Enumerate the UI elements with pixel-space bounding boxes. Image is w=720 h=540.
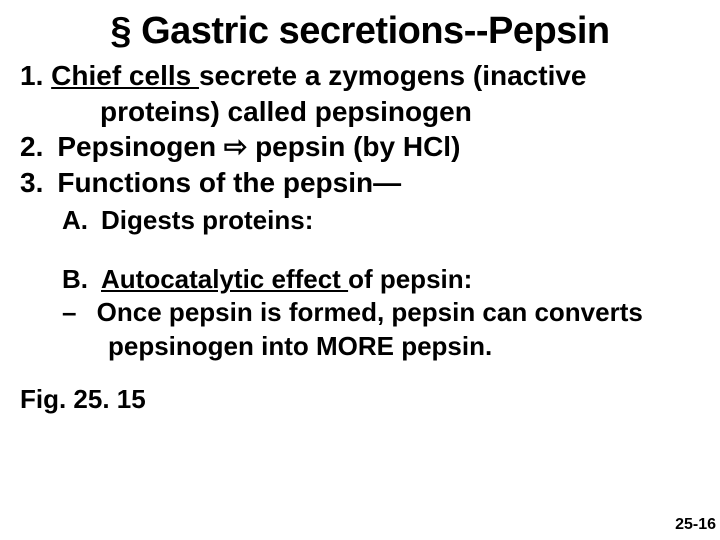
subB-underlined: Autocatalytic effect: [101, 264, 348, 294]
item1-underlined: Chief cells: [51, 60, 199, 91]
subB-rest: of pepsin:: [348, 264, 472, 294]
item1-prefix: 1.: [20, 60, 51, 91]
item1-rest: secrete a zymogens (inactive: [199, 60, 587, 91]
sub-item-b: B. Autocatalytic effect of pepsin:: [18, 264, 702, 295]
item2-prefix: 2. Pepsinogen: [20, 131, 224, 162]
list-item-1: 1. Chief cells secrete a zymogens (inact…: [18, 59, 702, 93]
list-item-2: 2. Pepsinogen ⇨ pepsin (by HCl): [18, 130, 702, 164]
subB-prefix: B.: [62, 264, 101, 294]
item2-rest: pepsin (by HCl): [247, 131, 460, 162]
sub-item-b-dash: – Once pepsin is formed, pepsin can conv…: [18, 297, 702, 328]
right-arrow-icon: ⇨: [224, 130, 247, 164]
list-item-3: 3. Functions of the pepsin—: [18, 166, 702, 200]
list-item-1-cont: proteins) called pepsinogen: [18, 95, 702, 129]
slide-content: § Gastric secretions--Pepsin 1. Chief ce…: [0, 0, 720, 415]
slide-title: § Gastric secretions--Pepsin: [18, 10, 702, 53]
figure-reference: Fig. 25. 15: [18, 384, 702, 415]
sub-item-b-cont: pepsinogen into MORE pepsin.: [18, 331, 702, 362]
sub-item-a: A. Digests proteins:: [18, 205, 702, 236]
slide-number: 25-16: [675, 516, 716, 534]
